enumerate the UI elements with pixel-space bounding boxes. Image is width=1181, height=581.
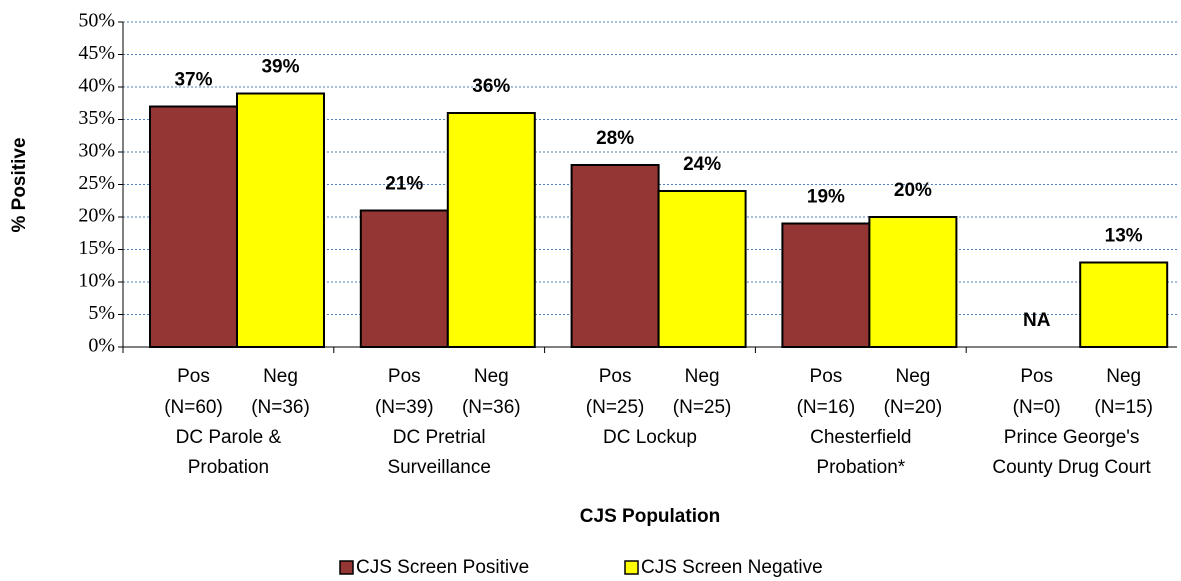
value-label: 37% [174, 70, 212, 91]
x-tick-label: Probation* [816, 457, 905, 478]
y-tick-label: 30% [78, 140, 115, 162]
bar-count: (N=36) [462, 397, 521, 418]
legend-label: CJS Screen Negative [641, 557, 823, 578]
bar-label: Pos [599, 366, 632, 387]
bar-label: Pos [388, 366, 421, 387]
value-label: 24% [683, 154, 721, 175]
y-tick-label: 10% [78, 270, 115, 292]
bar-count: (N=15) [1094, 397, 1153, 418]
value-label: 21% [385, 174, 423, 195]
bar-label: Neg [685, 366, 720, 387]
x-tick-label: Surveillance [387, 457, 491, 478]
bar-count: (N=36) [251, 397, 310, 418]
value-label: 19% [807, 187, 845, 208]
value-label: 36% [472, 76, 510, 97]
bar [570, 164, 660, 348]
value-label: 39% [261, 57, 299, 78]
bar-label: Neg [1106, 366, 1141, 387]
y-axis-label: % Positive [9, 137, 30, 232]
bar [446, 112, 536, 348]
bar-label: Neg [474, 366, 509, 387]
x-tick-label: DC Pretrial [393, 427, 486, 448]
legend-swatch [624, 560, 639, 575]
bar [149, 105, 238, 348]
bar-label: Pos [1020, 366, 1053, 387]
x-tick-label: Probation [188, 457, 269, 478]
value-label: 13% [1105, 226, 1143, 247]
bar [1079, 261, 1169, 348]
x-tick-label: DC Parole & [176, 427, 282, 448]
y-tick-label: 25% [78, 172, 115, 194]
bar-count: (N=25) [586, 397, 645, 418]
bar-count: (N=20) [884, 397, 943, 418]
bar [657, 190, 747, 348]
value-label: 20% [894, 180, 932, 201]
bar [359, 209, 449, 348]
bar-count: (N=25) [673, 397, 732, 418]
y-tick-label: 0% [88, 335, 115, 357]
bar [781, 222, 871, 348]
bar-label: Neg [263, 366, 298, 387]
x-tick-label: County Drug Court [992, 457, 1151, 478]
bar [236, 92, 325, 348]
bar [868, 216, 958, 348]
y-tick-label: 50% [78, 10, 115, 32]
y-tick-label: 20% [78, 205, 115, 227]
value-label: NA [1023, 310, 1051, 331]
legend-swatch [339, 560, 354, 575]
bar-label: Pos [177, 366, 210, 387]
bar-count: (N=39) [375, 397, 434, 418]
bar-count: (N=16) [797, 397, 856, 418]
value-label: 28% [596, 128, 634, 149]
bar-label: Pos [810, 366, 843, 387]
bar-count: (N=0) [1013, 397, 1061, 418]
y-tick-label: 15% [78, 237, 115, 259]
bar-count: (N=60) [164, 397, 223, 418]
x-tick-label: Chesterfield [810, 427, 911, 448]
x-tick-label: Prince George's [1004, 427, 1140, 448]
y-tick-label: 45% [78, 42, 115, 64]
bar-label: Neg [895, 366, 930, 387]
x-tick-label: DC Lockup [603, 427, 697, 448]
x-axis-label: CJS Population [580, 506, 720, 527]
legend-label: CJS Screen Positive [356, 557, 529, 578]
y-tick-label: 35% [78, 107, 115, 129]
y-tick-label: 5% [88, 302, 115, 324]
y-tick-label: 40% [78, 75, 115, 97]
